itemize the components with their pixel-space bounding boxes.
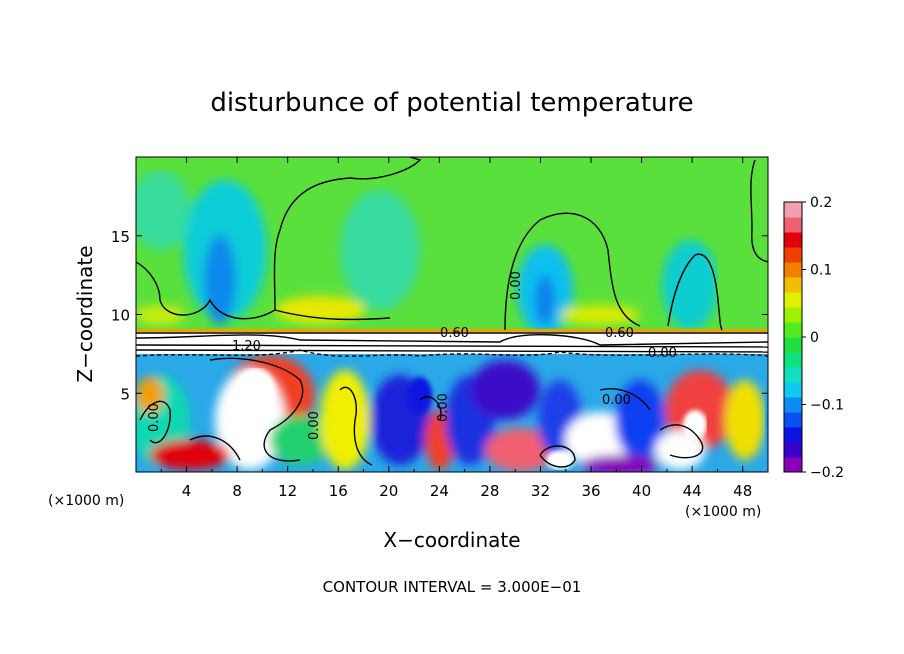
colorbar-segment: [784, 337, 802, 353]
colorbar-tick-label: −0.1: [810, 398, 844, 414]
x-tick-label: 12: [278, 482, 297, 500]
colorbar-segment: [784, 202, 802, 218]
colorbar-segment: [784, 427, 802, 443]
colorbar-segment: [784, 307, 802, 323]
colorbar-segment: [784, 292, 802, 308]
plot-area: 0.60 0.60 1.20 0.00 0.00 0.00 0.00 0.00 …: [136, 157, 768, 472]
contour-label: 0.60: [440, 326, 469, 341]
x-tick-label: 20: [379, 482, 398, 500]
colorbar-segment: [784, 367, 802, 383]
contour-label: 1.20: [232, 339, 261, 354]
x-tick-label: 36: [581, 482, 600, 500]
x-tick-label: 8: [232, 482, 242, 500]
colorbar-tick-label: 0.1: [810, 263, 832, 279]
contour-label: 0.60: [605, 326, 634, 341]
inversion-band: [136, 332, 768, 354]
contour-lines: [136, 157, 768, 468]
colorbar-segment: [784, 397, 802, 413]
colorbar-ticks: 0.2 0.1 0 −0.1 −0.2: [802, 195, 844, 481]
contour-label: 0.00: [307, 411, 322, 440]
colorbar-segment: [784, 382, 802, 398]
contour-label: 0.00: [509, 271, 524, 300]
x-tick-label: 28: [480, 482, 499, 500]
x-tick-label: 48: [733, 482, 752, 500]
colorbar-tick-label: 0: [810, 330, 819, 346]
colorbar: [784, 202, 802, 473]
contour-label: 0.00: [436, 393, 451, 422]
colorbar-segment: [784, 247, 802, 263]
x-tick-label: 16: [329, 482, 348, 500]
colorbar-segment: [784, 322, 802, 338]
x-axis-title: X−coordinate: [383, 528, 520, 552]
contour-interval-note: CONTOUR INTERVAL = 3.000E−01: [323, 578, 582, 596]
colorbar-segment: [784, 442, 802, 458]
colorbar-segment: [784, 217, 802, 233]
colorbar-segment: [784, 232, 802, 248]
chart-title: disturbunce of potential temperature: [210, 88, 693, 118]
y-tick-label: 10: [111, 307, 130, 325]
colorbar-segment: [784, 277, 802, 293]
contour-label: 0.00: [602, 393, 631, 408]
colorbar-segment: [784, 412, 802, 428]
colorbar-segment: [784, 457, 802, 473]
x-tick-label: 44: [683, 482, 702, 500]
x-tick-label: 4: [182, 482, 192, 500]
colorbar-tick-label: 0.2: [810, 195, 832, 211]
x-axis: 4 8 12 16 20 24 28 32 36 40 44 48: [160, 157, 752, 500]
contour-label: 0.00: [147, 403, 162, 432]
x-unit-left: (×1000 m): [48, 493, 124, 509]
y-axis: 5 10 15: [111, 228, 768, 403]
contour-labels: 0.60 0.60 1.20 0.00 0.00 0.00 0.00 0.00 …: [147, 271, 677, 440]
y-tick-label: 5: [120, 385, 130, 403]
colorbar-segment: [784, 262, 802, 278]
contour-label: 0.00: [648, 346, 677, 361]
x-tick-label: 32: [531, 482, 550, 500]
x-tick-label: 24: [430, 482, 449, 500]
y-axis-title: Z−coordinate: [73, 245, 97, 382]
x-tick-label: 40: [632, 482, 651, 500]
y-tick-label: 15: [111, 228, 130, 246]
colorbar-segment: [784, 352, 802, 368]
x-unit-right: (×1000 m): [685, 504, 761, 520]
colorbar-tick-label: −0.2: [810, 465, 844, 481]
